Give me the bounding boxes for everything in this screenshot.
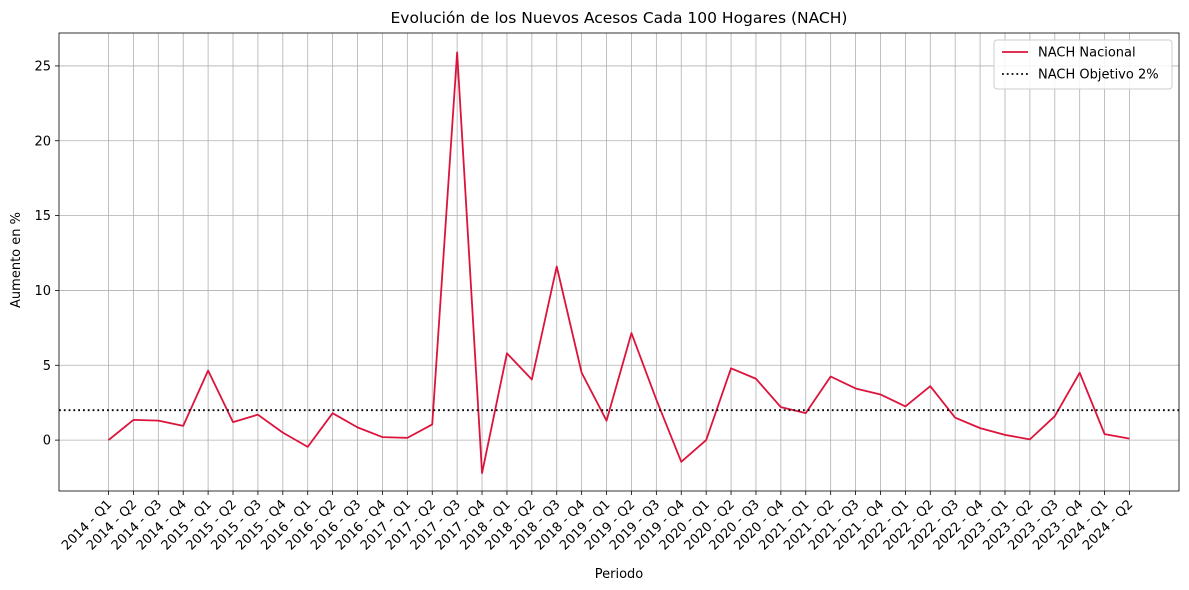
legend: NACH Nacional NACH Objetivo 2% <box>993 39 1173 90</box>
y-tick-label: 20 <box>34 134 51 149</box>
series-line-nach-nacional <box>107 51 1130 474</box>
y-tick-label: 0 <box>43 434 51 449</box>
y-tick-label: 5 <box>43 359 51 374</box>
y-tick-label: 15 <box>34 209 51 224</box>
y-tick-label: 25 <box>34 59 51 74</box>
y-axis-label: Aumento en % <box>9 212 24 308</box>
x-axis-label: Periodo <box>595 567 644 582</box>
legend-label: NACH Objetivo 2% <box>1038 68 1159 83</box>
series-layer <box>59 51 1179 474</box>
legend-label: NACH Nacional <box>1038 46 1136 61</box>
chart-title: Evolución de los Nuevos Acesos Cada 100 … <box>391 9 848 27</box>
grid-lines <box>59 33 1179 491</box>
plot-frame <box>58 32 1180 492</box>
axes <box>55 32 1180 495</box>
legend-box <box>993 39 1173 90</box>
y-tick-label: 10 <box>34 284 51 299</box>
